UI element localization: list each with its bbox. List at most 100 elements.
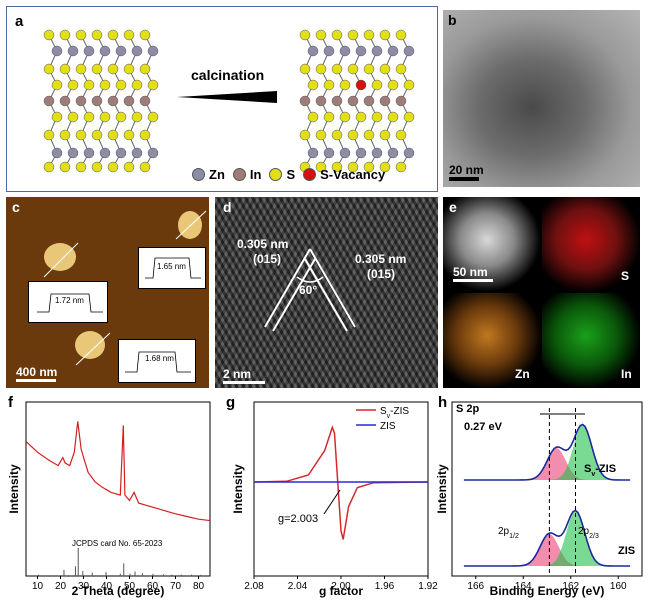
atom bbox=[83, 45, 95, 57]
panel-f-label: f bbox=[8, 394, 13, 411]
atom bbox=[347, 63, 359, 75]
height-profile-inset-1: 1.72 nm bbox=[28, 281, 108, 323]
atom bbox=[67, 147, 79, 159]
atom bbox=[131, 79, 143, 91]
atom bbox=[43, 129, 55, 141]
panel-a: a calcination Zn In S S-Vacancy bbox=[6, 6, 438, 192]
legend-label: Sv-ZIS bbox=[380, 406, 409, 420]
atom bbox=[91, 129, 103, 141]
atom bbox=[355, 79, 367, 91]
atom bbox=[315, 95, 327, 107]
atom bbox=[43, 63, 55, 75]
legend-label: S bbox=[286, 167, 296, 182]
atom bbox=[355, 111, 367, 123]
x-tick-label: 40 bbox=[101, 581, 113, 592]
atom bbox=[299, 29, 311, 41]
atom bbox=[379, 63, 391, 75]
haadf-image bbox=[443, 197, 541, 292]
xrd-series-line bbox=[25, 421, 211, 522]
legend-item-zn: Zn bbox=[192, 167, 225, 182]
atom bbox=[131, 45, 143, 57]
g-value-annotation: g=2.003 bbox=[278, 513, 318, 525]
atom bbox=[107, 161, 119, 173]
atom bbox=[59, 63, 71, 75]
atom bbox=[99, 79, 111, 91]
atom bbox=[147, 79, 159, 91]
atom bbox=[315, 29, 327, 41]
legend-item-s: S bbox=[269, 167, 295, 182]
x-tick-label: 2.00 bbox=[331, 581, 351, 592]
legend-item-s-vacancy: S-Vacancy bbox=[303, 167, 385, 182]
peak-fill-1-1 bbox=[463, 534, 631, 566]
atom bbox=[99, 111, 111, 123]
atom bbox=[115, 79, 127, 91]
x-tick-label: 60 bbox=[147, 581, 159, 592]
atom bbox=[107, 63, 119, 75]
atom bbox=[379, 95, 391, 107]
atom bbox=[403, 45, 415, 57]
atom bbox=[379, 161, 391, 173]
atom bbox=[339, 111, 351, 123]
atom bbox=[75, 63, 87, 75]
atom bbox=[43, 161, 55, 173]
atom bbox=[139, 95, 151, 107]
atom bbox=[395, 63, 407, 75]
x-tick-label: 70 bbox=[170, 581, 182, 592]
panel-g-label: g bbox=[226, 394, 236, 411]
atom bbox=[83, 79, 95, 91]
x-axis-label: 2 Theta (degree) bbox=[72, 584, 165, 598]
atom bbox=[299, 129, 311, 141]
x-axis-label: g factor bbox=[319, 584, 363, 598]
atom bbox=[331, 129, 343, 141]
atom bbox=[123, 129, 135, 141]
legend-label: Zn bbox=[209, 167, 225, 182]
atom bbox=[59, 161, 71, 173]
legend-swatch bbox=[192, 168, 205, 181]
panel-c-scale-bar bbox=[16, 379, 56, 382]
atom bbox=[395, 161, 407, 173]
plot-frame bbox=[25, 401, 211, 577]
calcination-arrow bbox=[177, 91, 277, 103]
atom bbox=[315, 129, 327, 141]
atom bbox=[67, 111, 79, 123]
d-spacing-right: 0.305 nm bbox=[355, 252, 407, 266]
atom bbox=[363, 63, 375, 75]
legend-label: In bbox=[249, 167, 262, 182]
atom bbox=[395, 29, 407, 41]
atom bbox=[363, 95, 375, 107]
panel-d-scale-bar bbox=[223, 381, 265, 384]
y-axis-label: Intensity bbox=[436, 464, 449, 514]
x-axis-label: Binding Energy (eV) bbox=[490, 584, 605, 598]
panel-c-afm-image: c 1.72 nm 1.65 nm 1.68 nm 400 nm bbox=[6, 197, 209, 388]
peak-fill-2-0 bbox=[463, 425, 631, 480]
atom bbox=[323, 147, 335, 159]
atom bbox=[355, 45, 367, 57]
plane-right: (015) bbox=[367, 267, 396, 281]
x-tick-label: 160 bbox=[610, 581, 627, 592]
peak-label-1: 2p1/2 bbox=[498, 526, 519, 540]
panel-c-label: c bbox=[12, 199, 20, 215]
legend-label: ZIS bbox=[380, 421, 396, 432]
atom bbox=[51, 111, 63, 123]
atom bbox=[59, 95, 71, 107]
atom bbox=[139, 161, 151, 173]
xps-envelope-0 bbox=[463, 423, 631, 481]
in-map bbox=[542, 293, 640, 388]
x-tick-label: 162 bbox=[562, 581, 579, 592]
panel-d-label: d bbox=[223, 199, 232, 215]
x-tick-label: 50 bbox=[124, 581, 136, 592]
atom bbox=[51, 45, 63, 57]
x-tick-label: 20 bbox=[55, 581, 67, 592]
y-axis-label: Intensity bbox=[7, 464, 21, 514]
atom bbox=[75, 161, 87, 173]
atom bbox=[115, 111, 127, 123]
atom bbox=[307, 147, 319, 159]
atom bbox=[59, 29, 71, 41]
atom bbox=[347, 95, 359, 107]
atom bbox=[347, 161, 359, 173]
atom bbox=[75, 95, 87, 107]
atom bbox=[323, 111, 335, 123]
xrd-chart: JCPDS card No. 65-2023 10 20 30 40 50 60 70 80 2 … bbox=[7, 401, 211, 598]
